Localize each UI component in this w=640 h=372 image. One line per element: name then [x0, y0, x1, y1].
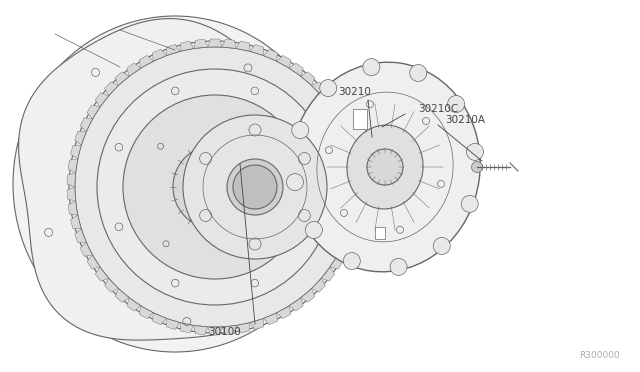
Polygon shape: [19, 19, 350, 340]
Polygon shape: [180, 41, 194, 51]
Circle shape: [227, 159, 283, 215]
Polygon shape: [276, 306, 291, 318]
Polygon shape: [222, 39, 236, 49]
Circle shape: [320, 80, 337, 97]
Polygon shape: [194, 326, 208, 335]
Polygon shape: [355, 173, 363, 187]
Ellipse shape: [290, 62, 480, 272]
FancyBboxPatch shape: [375, 227, 385, 239]
Polygon shape: [264, 49, 278, 61]
Polygon shape: [166, 45, 180, 56]
Polygon shape: [344, 229, 355, 243]
Circle shape: [292, 122, 308, 139]
Polygon shape: [166, 318, 180, 330]
Circle shape: [69, 41, 361, 333]
Polygon shape: [321, 93, 335, 107]
Text: 30210: 30210: [339, 87, 371, 97]
Polygon shape: [236, 41, 250, 51]
Polygon shape: [208, 327, 222, 335]
Polygon shape: [276, 55, 291, 68]
Polygon shape: [250, 318, 264, 330]
Circle shape: [367, 149, 403, 185]
Ellipse shape: [222, 128, 244, 142]
Polygon shape: [301, 288, 315, 302]
Polygon shape: [337, 118, 350, 132]
Polygon shape: [355, 187, 363, 201]
Circle shape: [461, 195, 478, 212]
Polygon shape: [349, 145, 359, 159]
Text: 30210A: 30210A: [445, 115, 485, 125]
Polygon shape: [349, 215, 359, 229]
Polygon shape: [140, 55, 154, 68]
Polygon shape: [115, 72, 129, 86]
Polygon shape: [312, 278, 325, 292]
Polygon shape: [68, 201, 78, 215]
Polygon shape: [105, 82, 118, 96]
Polygon shape: [344, 131, 355, 145]
Circle shape: [390, 259, 407, 275]
Text: R300000: R300000: [579, 351, 620, 360]
Text: 30100: 30100: [209, 327, 241, 337]
Circle shape: [447, 96, 465, 112]
Polygon shape: [337, 242, 350, 256]
Circle shape: [173, 145, 257, 229]
Polygon shape: [152, 49, 166, 61]
Polygon shape: [301, 72, 315, 86]
Circle shape: [183, 115, 327, 259]
Polygon shape: [140, 306, 154, 318]
Polygon shape: [250, 45, 264, 56]
Polygon shape: [67, 173, 76, 187]
Polygon shape: [95, 267, 109, 281]
Circle shape: [287, 174, 303, 190]
Polygon shape: [180, 323, 194, 333]
Polygon shape: [75, 131, 86, 145]
Circle shape: [123, 95, 307, 279]
Polygon shape: [87, 255, 100, 269]
Circle shape: [97, 69, 333, 305]
Polygon shape: [80, 242, 93, 256]
Polygon shape: [115, 288, 129, 302]
Polygon shape: [264, 313, 278, 325]
Polygon shape: [127, 298, 141, 311]
FancyBboxPatch shape: [353, 109, 367, 129]
Polygon shape: [208, 39, 222, 47]
Polygon shape: [312, 82, 325, 96]
Polygon shape: [152, 313, 166, 325]
Circle shape: [410, 64, 427, 81]
Polygon shape: [127, 63, 141, 76]
Ellipse shape: [13, 16, 337, 352]
Polygon shape: [222, 326, 236, 335]
Circle shape: [433, 237, 451, 254]
Polygon shape: [67, 187, 76, 201]
Polygon shape: [289, 298, 303, 311]
Polygon shape: [352, 159, 362, 173]
Polygon shape: [352, 201, 362, 215]
Circle shape: [233, 165, 277, 209]
Polygon shape: [70, 215, 81, 229]
Polygon shape: [289, 63, 303, 76]
Circle shape: [472, 161, 483, 173]
Polygon shape: [330, 255, 343, 269]
Polygon shape: [194, 39, 208, 49]
Polygon shape: [105, 278, 118, 292]
Circle shape: [467, 144, 483, 160]
Polygon shape: [95, 93, 109, 107]
Circle shape: [363, 59, 380, 76]
Polygon shape: [236, 323, 250, 333]
Circle shape: [343, 253, 360, 270]
Polygon shape: [87, 105, 100, 119]
Ellipse shape: [347, 125, 423, 209]
Text: 30210C: 30210C: [418, 104, 458, 114]
Circle shape: [193, 165, 237, 209]
Circle shape: [305, 221, 323, 238]
Polygon shape: [70, 145, 81, 159]
Polygon shape: [321, 267, 335, 281]
Polygon shape: [80, 118, 93, 132]
Polygon shape: [68, 159, 78, 173]
Polygon shape: [75, 229, 86, 243]
Polygon shape: [330, 105, 343, 119]
